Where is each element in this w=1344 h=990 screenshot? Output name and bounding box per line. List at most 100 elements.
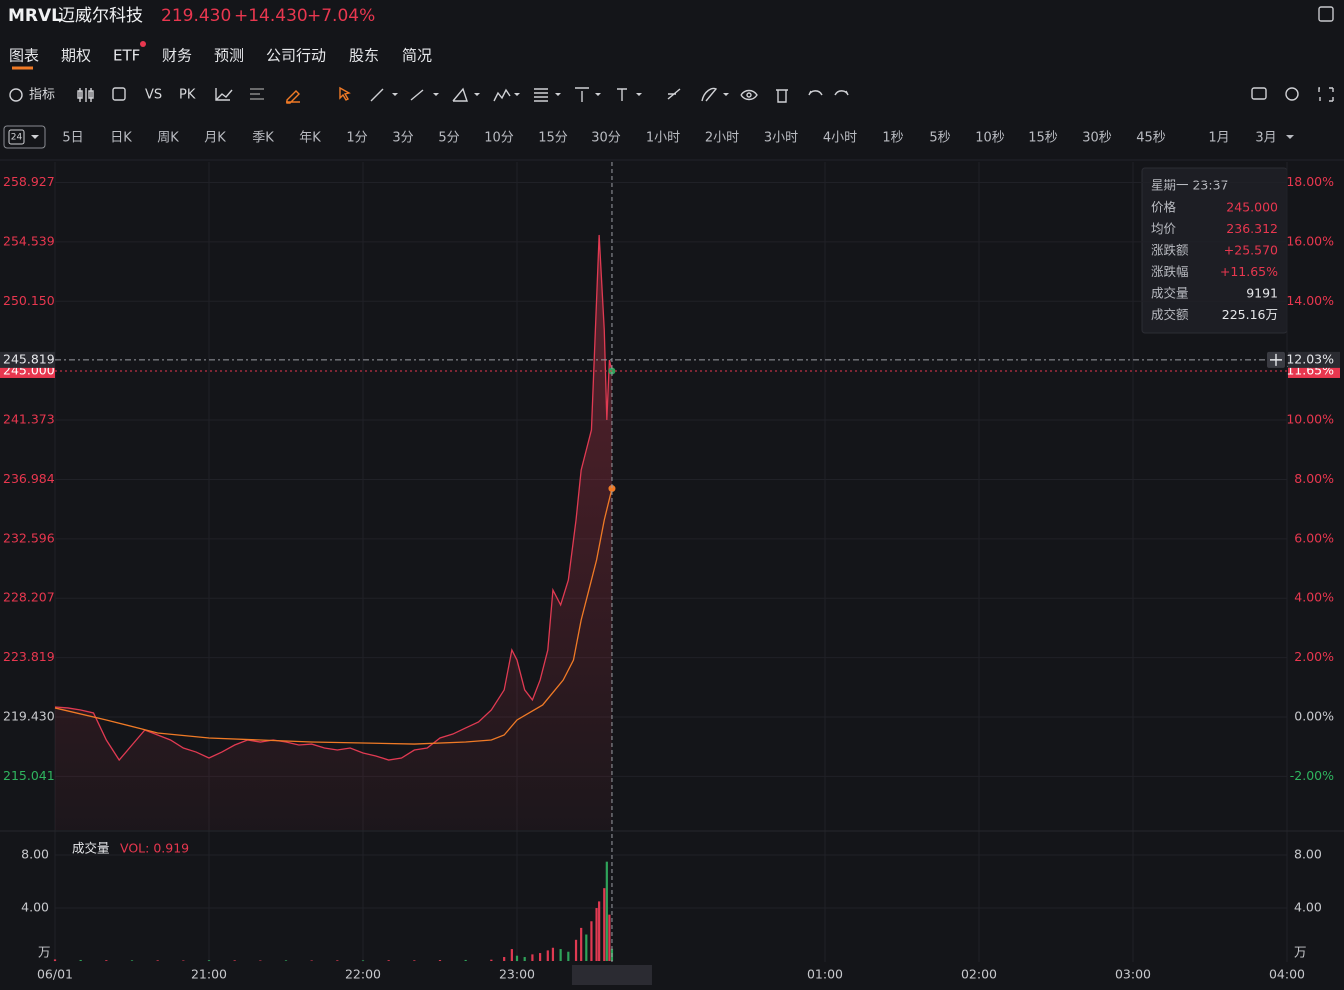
period-button[interactable]: 1分 [346, 131, 367, 146]
y2-tick-label: 8.00% [1294, 471, 1334, 486]
series-line [54, 488, 613, 745]
vol-tick-label: 4.00 [21, 900, 49, 915]
volume-bar [233, 960, 236, 961]
tooltip-key: 成交量 [1151, 286, 1189, 301]
vol-tick-label: 4.00 [1294, 900, 1322, 915]
period-button[interactable]: 1秒 [882, 131, 903, 146]
indicator-label[interactable]: 指标 [29, 88, 55, 103]
period-button[interactable]: 日K [110, 131, 132, 146]
volume-bar [603, 888, 606, 961]
indicator-icon[interactable] [9, 88, 23, 102]
candle-icon[interactable] [77, 88, 94, 102]
vs-button[interactable]: VS [145, 88, 162, 103]
volume-bar [464, 959, 467, 961]
list-icon[interactable] [250, 88, 264, 100]
vol-unit: 万 [1294, 945, 1307, 960]
y-tick-label: 241.373 [3, 412, 55, 427]
period-button[interactable]: 年K [299, 131, 321, 146]
y2-tick-label: 10.00% [1286, 412, 1334, 427]
price: 219.430 [161, 6, 231, 26]
volume-bar [580, 927, 583, 961]
volume-bar [361, 960, 365, 961]
tab[interactable]: 图表 [9, 47, 39, 65]
period-box [8, 129, 25, 145]
y-tick-label: 250.150 [3, 293, 55, 308]
volume-bar [503, 957, 506, 961]
volume-bar [598, 901, 601, 961]
period-button[interactable]: 10分 [484, 131, 514, 146]
volume-bar [336, 960, 339, 961]
period-button[interactable]: 季K [252, 131, 274, 146]
tab[interactable]: 财务 [162, 47, 192, 65]
volume-bar [608, 914, 611, 961]
y2-tick-label: 2.00% [1294, 649, 1334, 664]
tab[interactable]: 公司行动 [266, 47, 326, 65]
volume-bar [523, 957, 526, 961]
cursor-icon[interactable] [339, 86, 351, 101]
x-tick-label: 02:00 [961, 967, 997, 982]
brush-icon[interactable] [286, 90, 300, 104]
selected-period: 24 [11, 133, 23, 143]
period-button[interactable]: 5日 [62, 131, 83, 146]
period-selector[interactable] [3, 125, 46, 149]
volume-bar [590, 921, 593, 961]
vol-indicator: VOL: 0.919 [120, 841, 189, 856]
y2-tick-label: -2.00% [1290, 768, 1334, 783]
change: +14.430 [234, 6, 308, 26]
tooltip-value: 225.16万 [1222, 307, 1278, 322]
period-button[interactable]: 3小时 [764, 131, 798, 146]
y-tick-label: 228.207 [3, 590, 55, 605]
compare-icon[interactable] [215, 88, 233, 101]
volume-bar [490, 959, 493, 961]
exit-button[interactable] [1318, 6, 1334, 22]
rect-icon[interactable] [112, 87, 126, 101]
period-button[interactable]: 15分 [538, 131, 568, 146]
vol-tick-label: 8.00 [21, 847, 49, 862]
volume-bar [574, 939, 578, 961]
period-button[interactable]: 5分 [438, 131, 459, 146]
y-tick-label: 232.596 [3, 530, 55, 545]
tab[interactable]: 预测 [214, 47, 244, 65]
period-button[interactable]: 1月 [1208, 131, 1229, 146]
period-button[interactable]: 45秒 [1136, 131, 1166, 146]
vol-unit: 万 [38, 945, 51, 960]
dropdown-carets [392, 93, 729, 96]
period-button[interactable]: 1小时 [646, 131, 680, 146]
volume-bar [413, 960, 416, 961]
y-tick-label: 215.041 [3, 768, 55, 783]
settings-icon[interactable] [1285, 87, 1299, 101]
price-area [55, 234, 612, 831]
pk-button[interactable]: PK [179, 88, 196, 103]
x-tick-label: 03:00 [1115, 967, 1151, 982]
period-button[interactable]: 2小时 [705, 131, 739, 146]
period-button[interactable]: 30分 [591, 131, 621, 146]
period-button[interactable]: 月K [204, 131, 226, 146]
period-button[interactable]: 周K [157, 131, 179, 146]
volume-bar [310, 960, 313, 961]
fullscreen-icon[interactable] [1318, 87, 1334, 102]
company-name: 迈威尔科技 [58, 6, 143, 26]
period-button[interactable]: 3分 [392, 131, 413, 146]
period-button[interactable]: 5秒 [929, 131, 950, 146]
volume-bar [595, 908, 598, 961]
header: MRVL 迈威尔科技 219.430 +14.430 +7.04% [8, 6, 1334, 70]
tooltip-value: +25.570 [1224, 243, 1278, 258]
tab[interactable]: 简况 [402, 47, 432, 65]
volume-bar [53, 959, 57, 961]
period-button[interactable]: 4小时 [823, 131, 857, 146]
tab[interactable]: 股东 [349, 47, 379, 65]
y-tick-label: 236.984 [3, 471, 55, 486]
more-caret[interactable] [1286, 135, 1294, 139]
crosshair-label: 245.819 [3, 351, 55, 366]
period-button[interactable]: 10秒 [975, 131, 1005, 146]
y-tick-label: 223.819 [3, 649, 55, 664]
period-button[interactable]: 30秒 [1082, 131, 1112, 146]
selector-caret [31, 135, 39, 139]
drawing-tools[interactable] [370, 87, 849, 103]
camera-icon[interactable] [1251, 87, 1267, 100]
tab[interactable]: ETF [113, 47, 140, 65]
etf-dot [140, 41, 146, 47]
tab[interactable]: 期权 [61, 47, 91, 65]
period-button[interactable]: 3月 [1255, 131, 1276, 146]
period-button[interactable]: 15秒 [1028, 131, 1058, 146]
